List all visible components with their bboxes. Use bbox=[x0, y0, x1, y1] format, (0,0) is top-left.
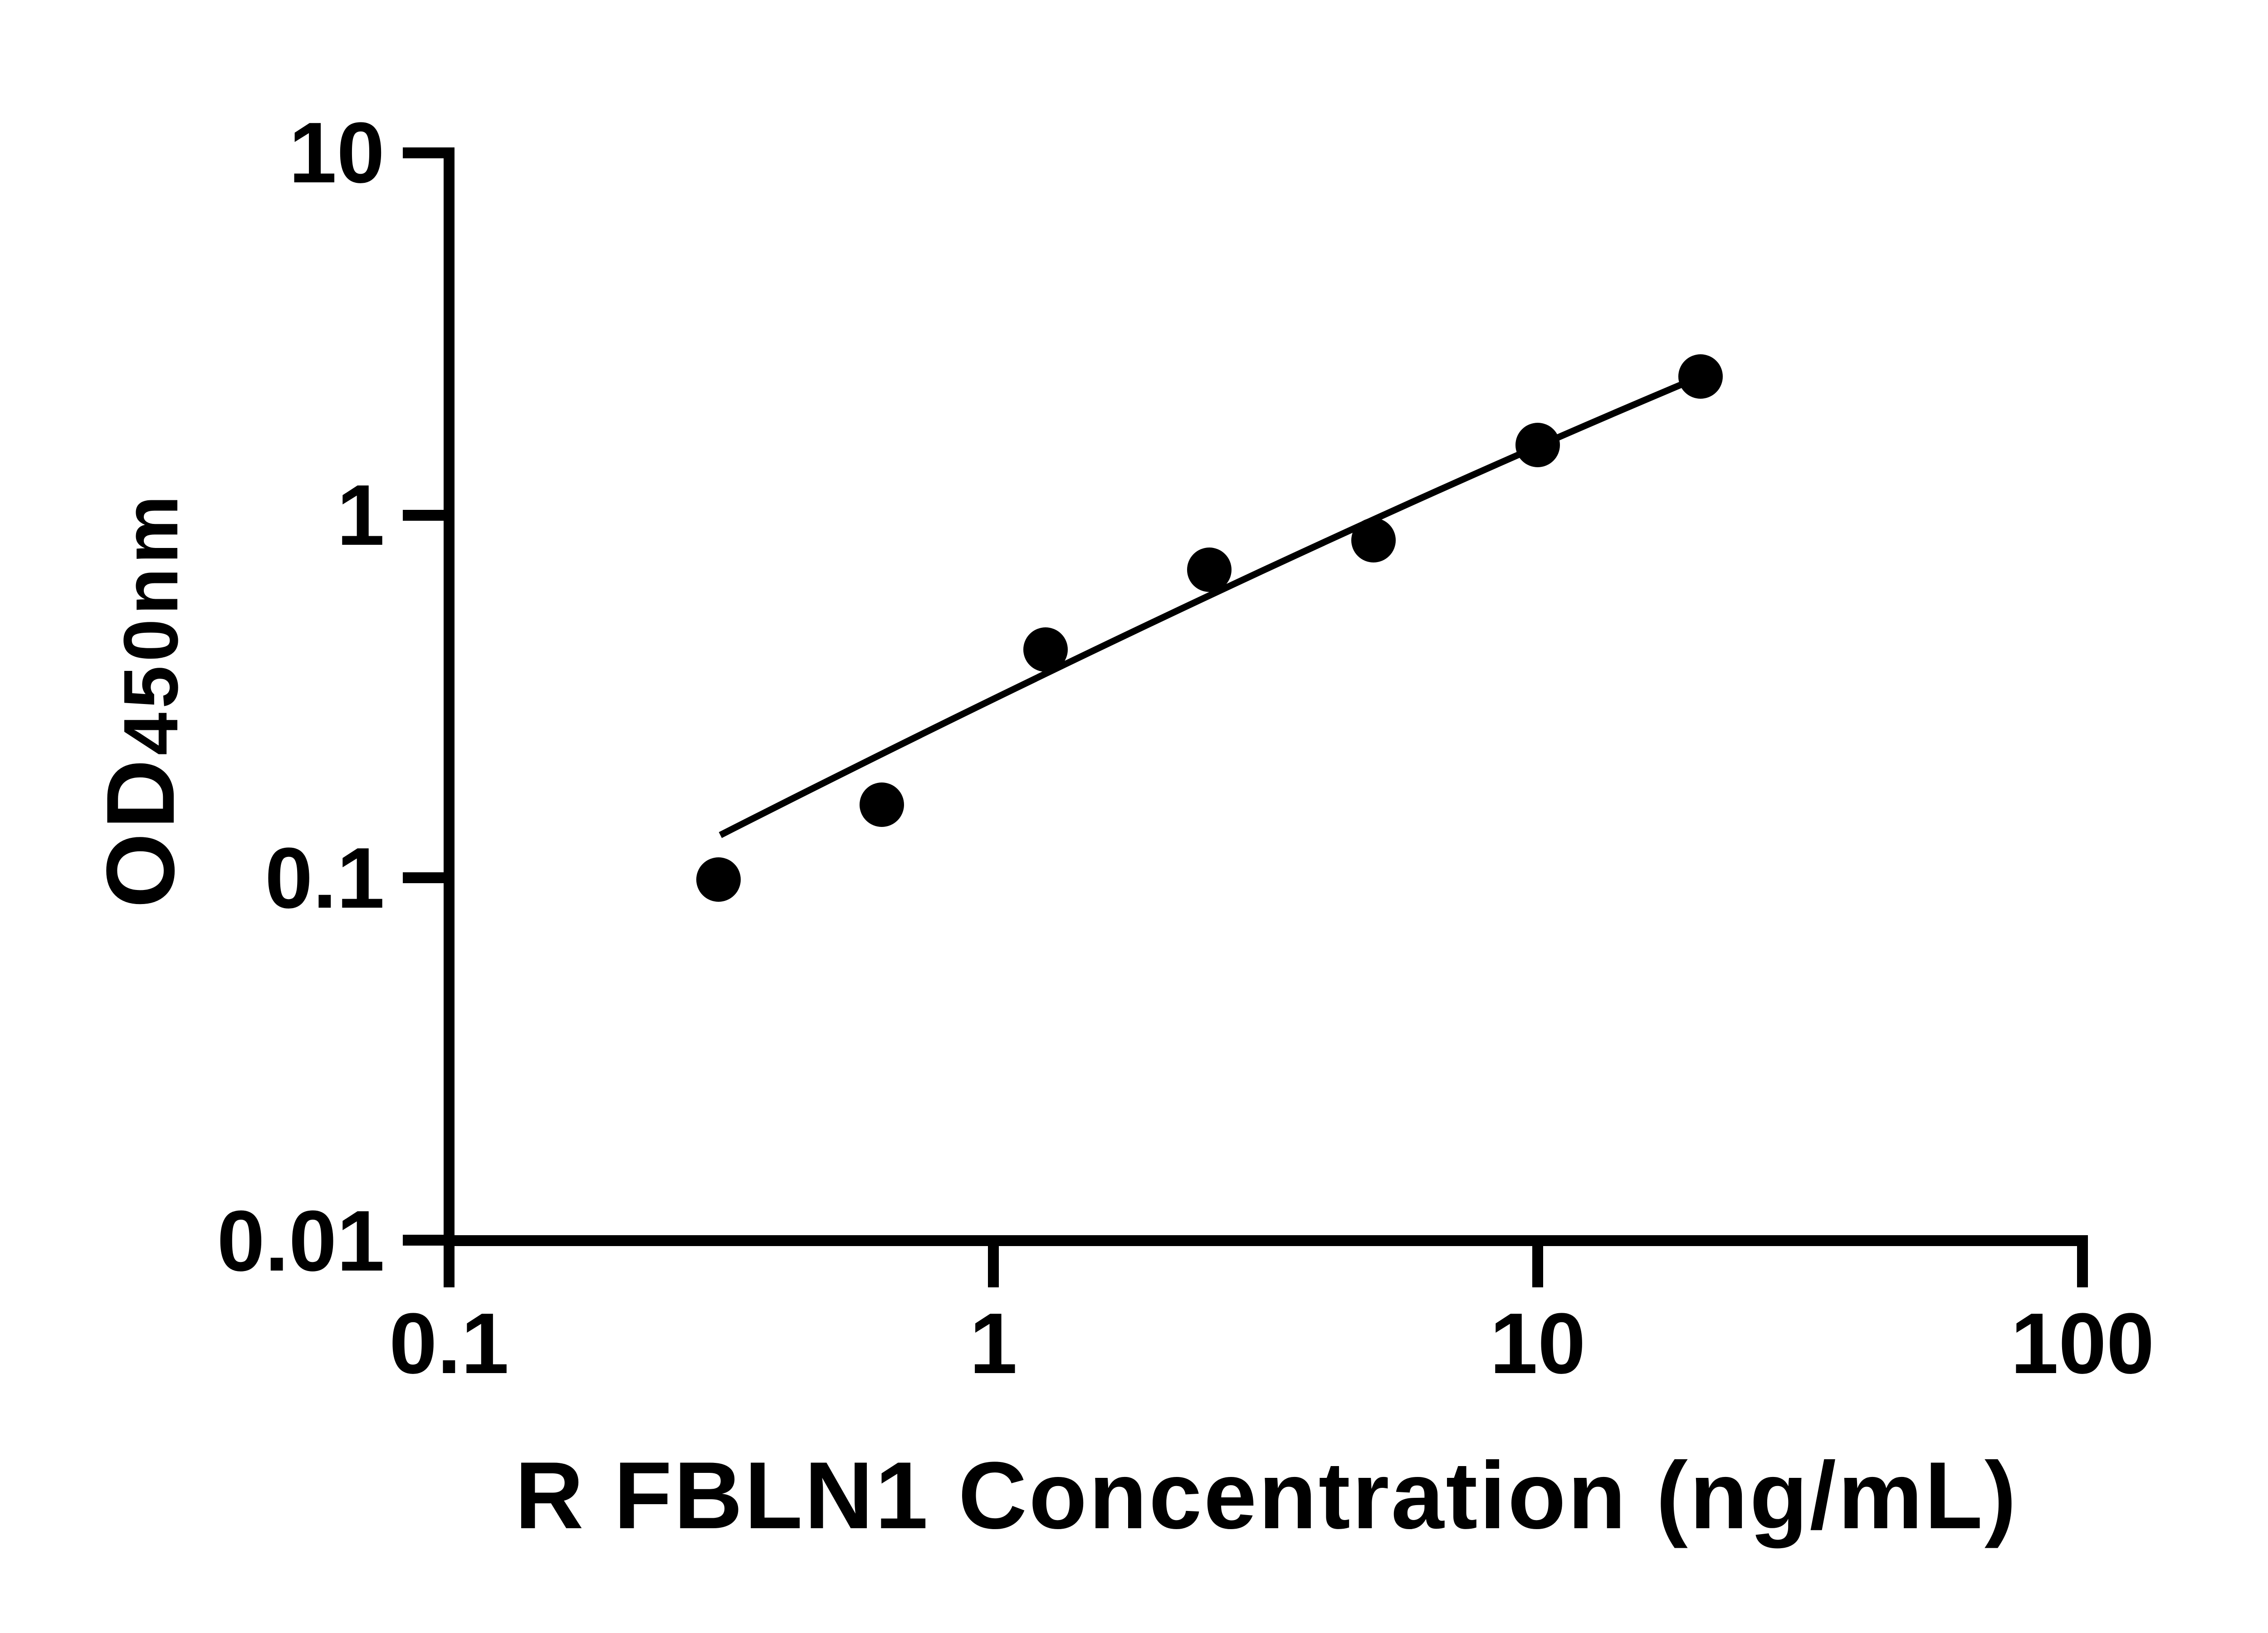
svg-text:1: 1 bbox=[969, 1296, 1017, 1392]
svg-text:0.1: 0.1 bbox=[389, 1296, 509, 1392]
svg-text:10: 10 bbox=[289, 105, 385, 201]
svg-text:0.01: 0.01 bbox=[217, 1193, 385, 1289]
svg-text:0.1: 0.1 bbox=[265, 830, 385, 926]
svg-text:1: 1 bbox=[337, 467, 385, 563]
svg-text:100: 100 bbox=[2010, 1296, 2154, 1392]
svg-text:R FBLN1 Concentration (ng/mL): R FBLN1 Concentration (ng/mL) bbox=[515, 1442, 2016, 1549]
svg-text:10: 10 bbox=[1490, 1296, 1585, 1392]
